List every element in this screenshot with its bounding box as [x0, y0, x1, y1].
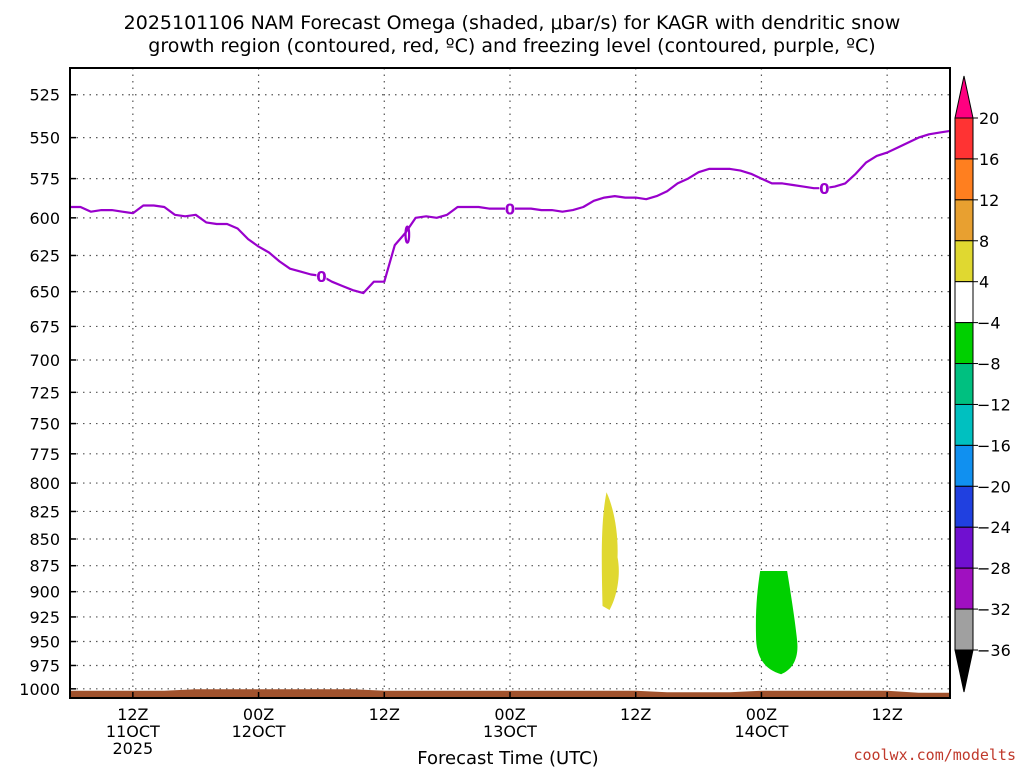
- y-tick-label: 525: [29, 86, 60, 105]
- x-tick-label: 12Z: [620, 705, 651, 724]
- y-tick-label: 575: [29, 170, 60, 189]
- freezing-level-label: 0: [505, 201, 515, 219]
- x-tick-label: 12OCT: [232, 722, 286, 741]
- y-tick-label: 875: [29, 557, 60, 576]
- colorbar-segment: [954, 281, 974, 324]
- y-tick-label: 725: [29, 383, 60, 402]
- freezing-level-label: 0: [819, 180, 829, 198]
- contour-label-bg: [316, 267, 327, 284]
- x-tick-label: 12Z: [871, 705, 902, 724]
- colorbar-segment: [954, 158, 974, 201]
- colorbar-segment: [954, 199, 974, 242]
- x-axis-title: Forecast Time (UTC): [417, 748, 598, 768]
- freezing-level-label: 0: [316, 268, 326, 286]
- colorbar-segment: [954, 363, 974, 405]
- colorbar-label: −24: [977, 518, 1011, 537]
- colorbar-segment: [954, 608, 974, 651]
- x-tick-label: 12Z: [369, 705, 400, 724]
- plot-area: [70, 68, 950, 698]
- colorbar-label: −12: [977, 395, 1011, 414]
- y-tick-label: 900: [29, 583, 60, 602]
- x-tick-label: 11OCT: [106, 722, 160, 741]
- x-tick-label: 12Z: [117, 705, 148, 724]
- contour-label-bg: [819, 180, 830, 197]
- y-tick-label: 600: [29, 209, 60, 228]
- x-tick-label: 00Z: [243, 705, 274, 724]
- omega-region: [755, 570, 798, 675]
- y-tick-label: 625: [29, 246, 60, 265]
- colorbar-segment: [954, 117, 974, 160]
- y-tick-label: 675: [29, 317, 60, 336]
- colorbar-segment: [954, 403, 974, 446]
- colorbar-label: −16: [977, 436, 1011, 455]
- y-tick-label: 950: [29, 633, 60, 652]
- y-axis: 525 550 575 600 625 650 675 700 725 750 775 800 825 8…: [19, 86, 76, 699]
- freezing-level-blip: [404, 225, 411, 244]
- gridlines: [70, 68, 950, 698]
- colorbar-label: −20: [977, 477, 1011, 496]
- y-tick-label: 975: [29, 656, 60, 675]
- colorbar-segment: [954, 567, 974, 610]
- colorbar-label: −4: [977, 314, 1001, 333]
- colorbar-segment: [954, 444, 974, 487]
- y-tick-label: 775: [29, 445, 60, 464]
- y-tick-label: 700: [29, 351, 60, 370]
- contour-label-bg: [505, 200, 515, 217]
- x-tick-label: 00Z: [746, 705, 777, 724]
- colorbar-segment: [954, 322, 974, 365]
- x-tick-label: 2025: [112, 739, 153, 758]
- omega-region: [601, 492, 619, 610]
- colorbar-segment: [954, 485, 974, 528]
- y-tick-label: 750: [29, 415, 60, 434]
- x-tick-label: 13OCT: [483, 722, 537, 741]
- y-tick-label: 550: [29, 129, 60, 148]
- colorbar-label: −36: [977, 641, 1011, 660]
- y-tick-label: 650: [29, 283, 60, 302]
- colorbar-label: 20: [979, 109, 999, 128]
- y-tick-label: 800: [29, 474, 60, 493]
- colorbar-label: −32: [977, 600, 1011, 619]
- x-tick-label: 14OCT: [734, 722, 788, 741]
- y-tick-label: 925: [29, 608, 60, 627]
- chart-title-line2: growth region (contoured, red, ºC) and f…: [148, 35, 875, 57]
- y-tick-label: 825: [29, 502, 60, 521]
- colorbar-label: −28: [977, 559, 1011, 578]
- credit-text: coolwx.com/modelts: [853, 746, 1016, 764]
- colorbar-label: 16: [979, 150, 999, 169]
- x-tick-label: 00Z: [494, 705, 525, 724]
- y-tick-label: 850: [29, 530, 60, 549]
- colorbar-label: −8: [977, 355, 1001, 374]
- colorbar-segment: [954, 526, 974, 569]
- colorbar-bottom-arrow: [954, 649, 974, 693]
- colorbar-label: 12: [979, 191, 999, 210]
- colorbar-label: 8: [979, 232, 989, 251]
- freezing-level-contour: 0 0 0: [70, 129, 951, 295]
- omega-shaded-regions: [601, 492, 798, 675]
- colorbar-segment: [954, 240, 974, 283]
- colorbar-label: 4: [979, 273, 989, 292]
- y-tick-label: 1000: [19, 680, 60, 699]
- colorbar-top-arrow: [954, 75, 974, 119]
- chart-title-line1: 2025101106 NAM Forecast Omega (shaded, μ…: [124, 12, 901, 34]
- colorbar: 20 16 12 8 4 −4 −8 −12 −16 −20 −24 −28 −32 −36: [954, 75, 1011, 693]
